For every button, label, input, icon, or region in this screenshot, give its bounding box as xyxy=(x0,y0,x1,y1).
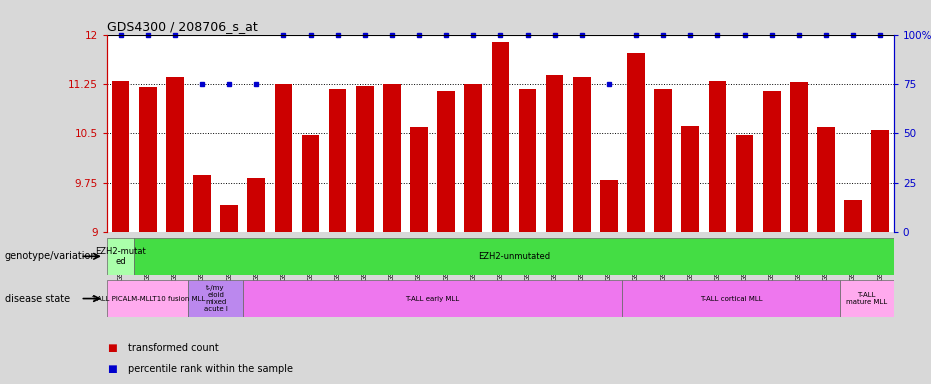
Text: genotype/variation: genotype/variation xyxy=(5,251,97,261)
Bar xyxy=(465,84,482,232)
Bar xyxy=(840,280,894,317)
Bar xyxy=(762,91,780,232)
Bar xyxy=(166,78,183,232)
Text: EZH2-mutat
ed: EZH2-mutat ed xyxy=(95,247,146,266)
Bar xyxy=(871,130,889,232)
Bar xyxy=(221,205,238,232)
Bar xyxy=(708,81,726,232)
Bar xyxy=(275,84,292,232)
Text: T-ALL early MLL: T-ALL early MLL xyxy=(406,296,460,301)
Bar xyxy=(248,178,265,232)
Text: percentile rank within the sample: percentile rank within the sample xyxy=(128,364,292,374)
Bar xyxy=(383,84,400,232)
Text: T-ALL
mature MLL: T-ALL mature MLL xyxy=(846,292,887,305)
Text: T-ALL PICALM-MLLT10 fusion MLL: T-ALL PICALM-MLLT10 fusion MLL xyxy=(90,296,205,301)
Bar xyxy=(844,200,862,232)
Bar xyxy=(546,75,563,232)
Text: disease state: disease state xyxy=(5,294,70,304)
Bar xyxy=(790,82,807,232)
Bar xyxy=(194,175,210,232)
Text: ■: ■ xyxy=(107,364,116,374)
Bar xyxy=(573,77,590,232)
Bar xyxy=(112,81,129,232)
Bar xyxy=(600,180,618,232)
Bar xyxy=(519,89,536,232)
Bar xyxy=(654,89,672,232)
Bar xyxy=(107,280,188,317)
Text: transformed count: transformed count xyxy=(128,343,218,353)
Bar xyxy=(107,238,134,275)
Bar xyxy=(139,87,156,232)
Text: ■: ■ xyxy=(107,343,116,353)
Bar xyxy=(356,86,373,232)
Bar xyxy=(188,280,243,317)
Bar xyxy=(329,89,346,232)
Bar xyxy=(681,126,699,232)
Bar xyxy=(411,127,428,232)
Bar xyxy=(438,91,455,232)
Text: t-/my
eloid
mixed
acute l: t-/my eloid mixed acute l xyxy=(204,285,227,312)
Bar xyxy=(627,53,645,232)
Text: T-ALL cortical MLL: T-ALL cortical MLL xyxy=(700,296,762,301)
Bar xyxy=(492,43,509,232)
Bar xyxy=(243,280,623,317)
Text: GDS4300 / 208706_s_at: GDS4300 / 208706_s_at xyxy=(107,20,258,33)
Bar xyxy=(735,136,753,232)
Bar xyxy=(817,127,835,232)
Bar xyxy=(302,135,319,232)
Bar xyxy=(623,280,840,317)
Text: EZH2-unmutated: EZH2-unmutated xyxy=(478,252,550,261)
